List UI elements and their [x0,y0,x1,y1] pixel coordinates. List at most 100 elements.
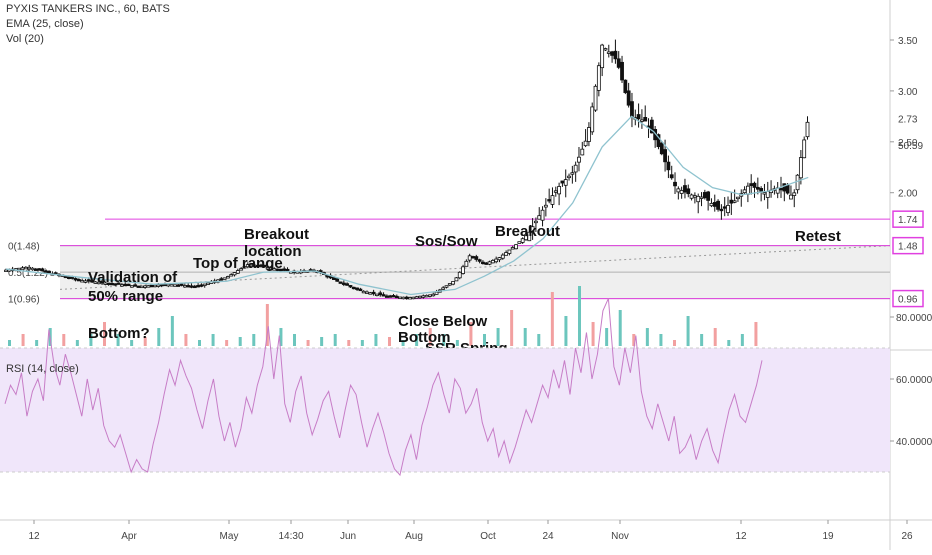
candle-body [596,65,601,91]
candle-body [537,215,542,220]
time-tick-label: Aug [405,531,423,542]
candle-body [729,199,734,204]
candle-body [418,295,422,299]
candle-body [573,164,578,173]
candle-body [262,264,267,268]
volume-bar [89,334,93,346]
candle-body [663,149,667,163]
candle-body [235,270,240,274]
candle [706,190,711,211]
candle-body [547,199,552,202]
candle [461,264,465,275]
ema-line [5,115,809,296]
candle-body [553,190,558,193]
candle-body [388,295,393,298]
candle-body [371,291,376,295]
candle-body [590,106,595,133]
candle [593,84,598,112]
volume-bar [496,328,500,346]
candle [262,264,267,268]
price-tick-label: 3.00 [898,87,918,98]
candle-body [206,282,210,285]
volume-bar [130,340,134,346]
volume-bar [659,334,663,346]
candle-body [229,274,234,277]
volume-bar [401,340,405,346]
candle [583,129,588,148]
candle-body [709,203,714,207]
candle-body [454,277,459,282]
candle-body [643,117,648,122]
symbol-title[interactable]: PYXIS TANKERS INC., 60, BATS [6,3,170,15]
candle-body [186,285,191,288]
candle-body [726,205,730,214]
candle-body [80,280,85,283]
candle-body [530,226,535,232]
candle-body [719,208,724,212]
volume-bar [632,334,636,346]
candle-body [587,127,591,142]
candle-body [30,267,35,271]
candle [577,146,581,172]
candle [40,267,45,272]
candle-body [434,291,439,295]
candle [792,189,797,208]
candle-body [219,278,224,281]
candle-body [507,249,512,254]
candle-body [431,293,436,297]
candle [726,196,730,216]
vol-legend[interactable]: Vol (20) [6,33,44,45]
price-badge: 1.48 [898,242,918,253]
rsi-legend[interactable]: RSI (14, close) [6,363,79,375]
candle-body [782,183,787,192]
volume-bar [523,328,527,346]
candle-body [640,119,644,122]
candle-body [752,182,757,188]
candle [590,102,595,135]
candle-body [716,200,720,210]
candle-body [182,285,187,288]
candle-body [196,285,200,288]
fib-label: 0(1.48) [8,242,40,253]
volume-bar [62,334,66,346]
candle [90,278,95,283]
candle-body [394,295,399,299]
candle-body [560,180,565,184]
time-tick-label: Nov [611,531,629,542]
ema-legend[interactable]: EMA (25, close) [6,18,84,30]
candle [789,185,793,200]
volume-bar [455,340,459,346]
candle-body [116,282,121,285]
candle-body [567,175,571,179]
candle [696,193,701,214]
fib-label: 1(0.96) [8,295,40,306]
volume-bar [645,328,649,346]
candle [37,267,42,271]
volume-bar [116,334,120,346]
candle-body [762,192,767,195]
price-badge-box [892,236,924,255]
candle [454,276,459,282]
candle-body [232,272,237,276]
annotation-label: Top of range [193,255,283,272]
candle-body [179,283,184,286]
candle-body [23,266,28,270]
candle [643,105,648,122]
candle [540,206,545,227]
candle-body [67,276,71,279]
time-tick-label: Jun [340,531,356,542]
volume-bar [252,334,256,346]
candle-body [487,261,492,265]
volume-bar [333,334,337,346]
volume-bar [442,334,446,346]
annotation-label: Bottom? [88,325,150,342]
candle [587,122,591,147]
candle [494,256,499,264]
candle [126,283,131,287]
candle-body [712,202,717,207]
candle-body [683,185,687,193]
candle-body [47,270,51,274]
candle [673,172,677,195]
time-tick-label: Apr [121,531,137,542]
